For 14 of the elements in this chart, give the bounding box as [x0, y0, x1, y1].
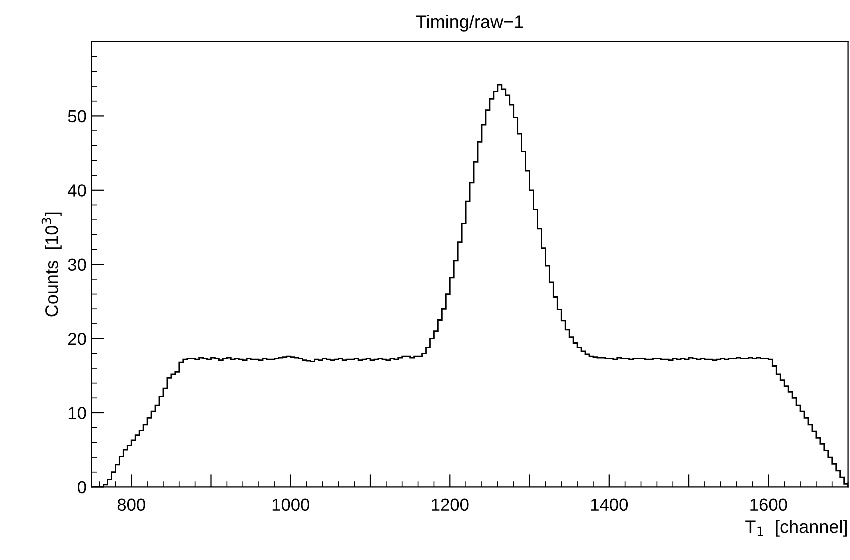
x-axis-title: T$_{1}$ [channel] — [746, 520, 847, 537]
y-tick-label: 20 — [68, 332, 86, 346]
y-tick-label: 50 — [68, 110, 86, 123]
y-axis-title: Counts [10$^{3}$] — [42, 212, 62, 317]
x-tick-label: 1200 — [432, 498, 469, 512]
x-tick-label: 1600 — [750, 498, 788, 512]
x-tick-label: 1000 — [272, 498, 310, 512]
y-tick-label: 0 — [78, 481, 86, 494]
x-tick-label: 1400 — [591, 498, 628, 512]
chart-title: Timing/raw−1 — [416, 15, 524, 32]
y-tick-label: 10 — [68, 407, 86, 420]
y-tick-label: 30 — [68, 258, 86, 272]
x-tick-label: 800 — [118, 498, 146, 512]
y-tick-label: 40 — [68, 184, 86, 197]
